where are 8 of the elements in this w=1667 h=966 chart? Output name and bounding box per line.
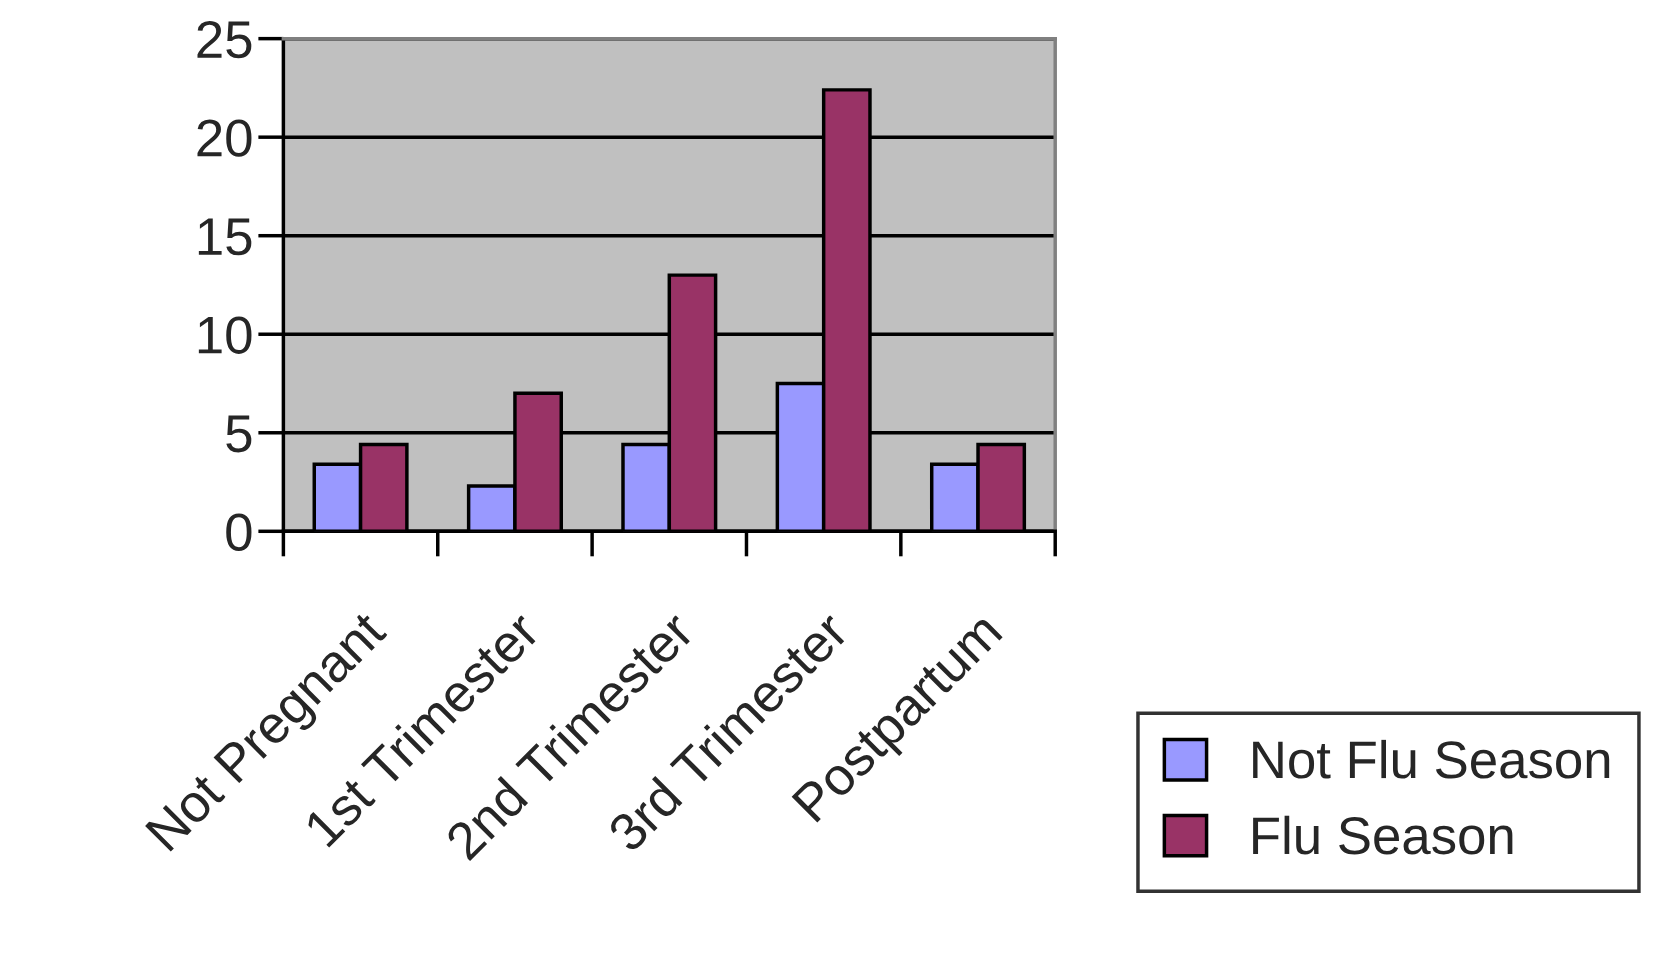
y-tick-label: 25: [197, 20, 252, 59]
y-tick-label: 15: [198, 218, 252, 256]
y-tick-label: 10: [198, 316, 252, 354]
legend-label: Flu Season: [1253, 815, 1513, 855]
y-tick-label: 0: [226, 513, 252, 551]
y-tick-label: 5: [226, 415, 252, 453]
y-tick-label: 20: [197, 119, 252, 157]
legend-label: Not Flu Season: [1253, 739, 1610, 779]
